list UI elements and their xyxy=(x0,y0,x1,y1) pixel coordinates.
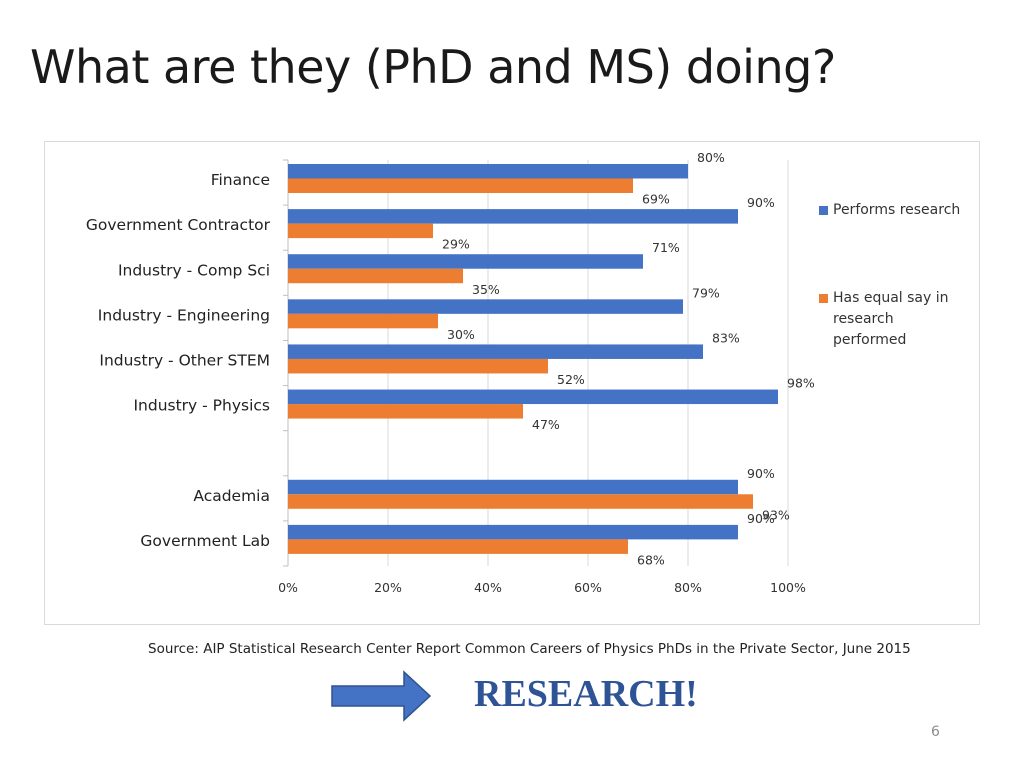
research-callout: RESEARCH! xyxy=(474,673,698,715)
data-label-1-0: 69% xyxy=(642,192,670,207)
data-label-0-7: 90% xyxy=(747,466,775,481)
data-label-1-4: 52% xyxy=(557,372,585,387)
bar-1-4 xyxy=(288,358,548,374)
legend-swatch-equal-say xyxy=(819,294,828,303)
bar-1-5 xyxy=(288,404,523,419)
category-label-5: Industry - Physics xyxy=(133,397,270,415)
category-label-2: Industry - Comp Sci xyxy=(118,261,270,279)
bar-1-0 xyxy=(288,178,633,193)
bar-0-0 xyxy=(288,164,688,179)
category-label-4: Industry - Other STEM xyxy=(99,352,270,370)
bar-0-3 xyxy=(288,299,683,314)
bar-0-5 xyxy=(288,389,778,405)
bar-0-7 xyxy=(288,479,738,495)
bar-1-3 xyxy=(288,313,438,329)
bar-1-2 xyxy=(288,268,463,284)
category-label-7: Academia xyxy=(193,487,270,505)
data-label-1-2: 35% xyxy=(472,282,500,297)
data-label-0-0: 80% xyxy=(697,150,725,165)
x-tick-label-4: 80% xyxy=(674,580,702,595)
bar-0-4 xyxy=(288,344,703,359)
data-label-1-1: 29% xyxy=(442,237,470,252)
bar-0-2 xyxy=(288,254,643,269)
legend-label-equal-say: Has equal say in research performed xyxy=(833,290,949,348)
data-label-1-8: 68% xyxy=(637,552,665,567)
category-label-3: Industry - Engineering xyxy=(98,306,270,324)
data-label-0-2: 71% xyxy=(652,240,680,255)
x-tick-label-5: 100% xyxy=(770,580,806,595)
data-label-0-5: 98% xyxy=(787,376,815,391)
source-citation: Source: AIP Statistical Research Center … xyxy=(148,641,911,657)
category-label-1: Government Contractor xyxy=(86,216,271,234)
data-label-1-3: 30% xyxy=(447,327,475,342)
bar-1-7 xyxy=(288,494,753,509)
data-label-0-4: 83% xyxy=(712,330,740,345)
legend-label-performs-research: Performs research xyxy=(833,202,961,218)
right-arrow-icon xyxy=(331,670,432,722)
legend-swatch-performs-research xyxy=(819,206,828,215)
legend-item-performs-research: Performs research xyxy=(819,200,969,221)
bar-0-1 xyxy=(288,209,738,224)
bar-1-1 xyxy=(288,223,433,239)
page-number: 6 xyxy=(931,724,940,740)
category-label-0: Finance xyxy=(211,171,270,189)
data-label-0-3: 79% xyxy=(692,285,720,300)
data-label-0-1: 90% xyxy=(747,195,775,210)
data-label-0-8: 90% xyxy=(747,511,775,526)
x-tick-label-2: 40% xyxy=(474,580,502,595)
legend-item-equal-say: Has equal say in research performed xyxy=(819,288,969,351)
x-tick-label-3: 60% xyxy=(574,580,602,595)
bar-0-8 xyxy=(288,524,738,540)
data-label-1-7: 93% xyxy=(762,507,790,522)
bar-chart: 0% 20% 40% 60% 80% 100% Finance 80% 69% Governmen… xyxy=(86,150,815,595)
chart-frame: 0% 20% 40% 60% 80% 100% Finance 80% 69% Governmen… xyxy=(44,141,980,625)
category-label-8: Government Lab xyxy=(140,532,270,550)
x-tick-label-1: 20% xyxy=(374,580,402,595)
bar-1-8 xyxy=(288,539,628,554)
x-tick-label-0: 0% xyxy=(278,580,298,595)
slide-title: What are they (PhD and MS) doing? xyxy=(30,40,836,94)
data-label-1-5: 47% xyxy=(532,417,560,432)
